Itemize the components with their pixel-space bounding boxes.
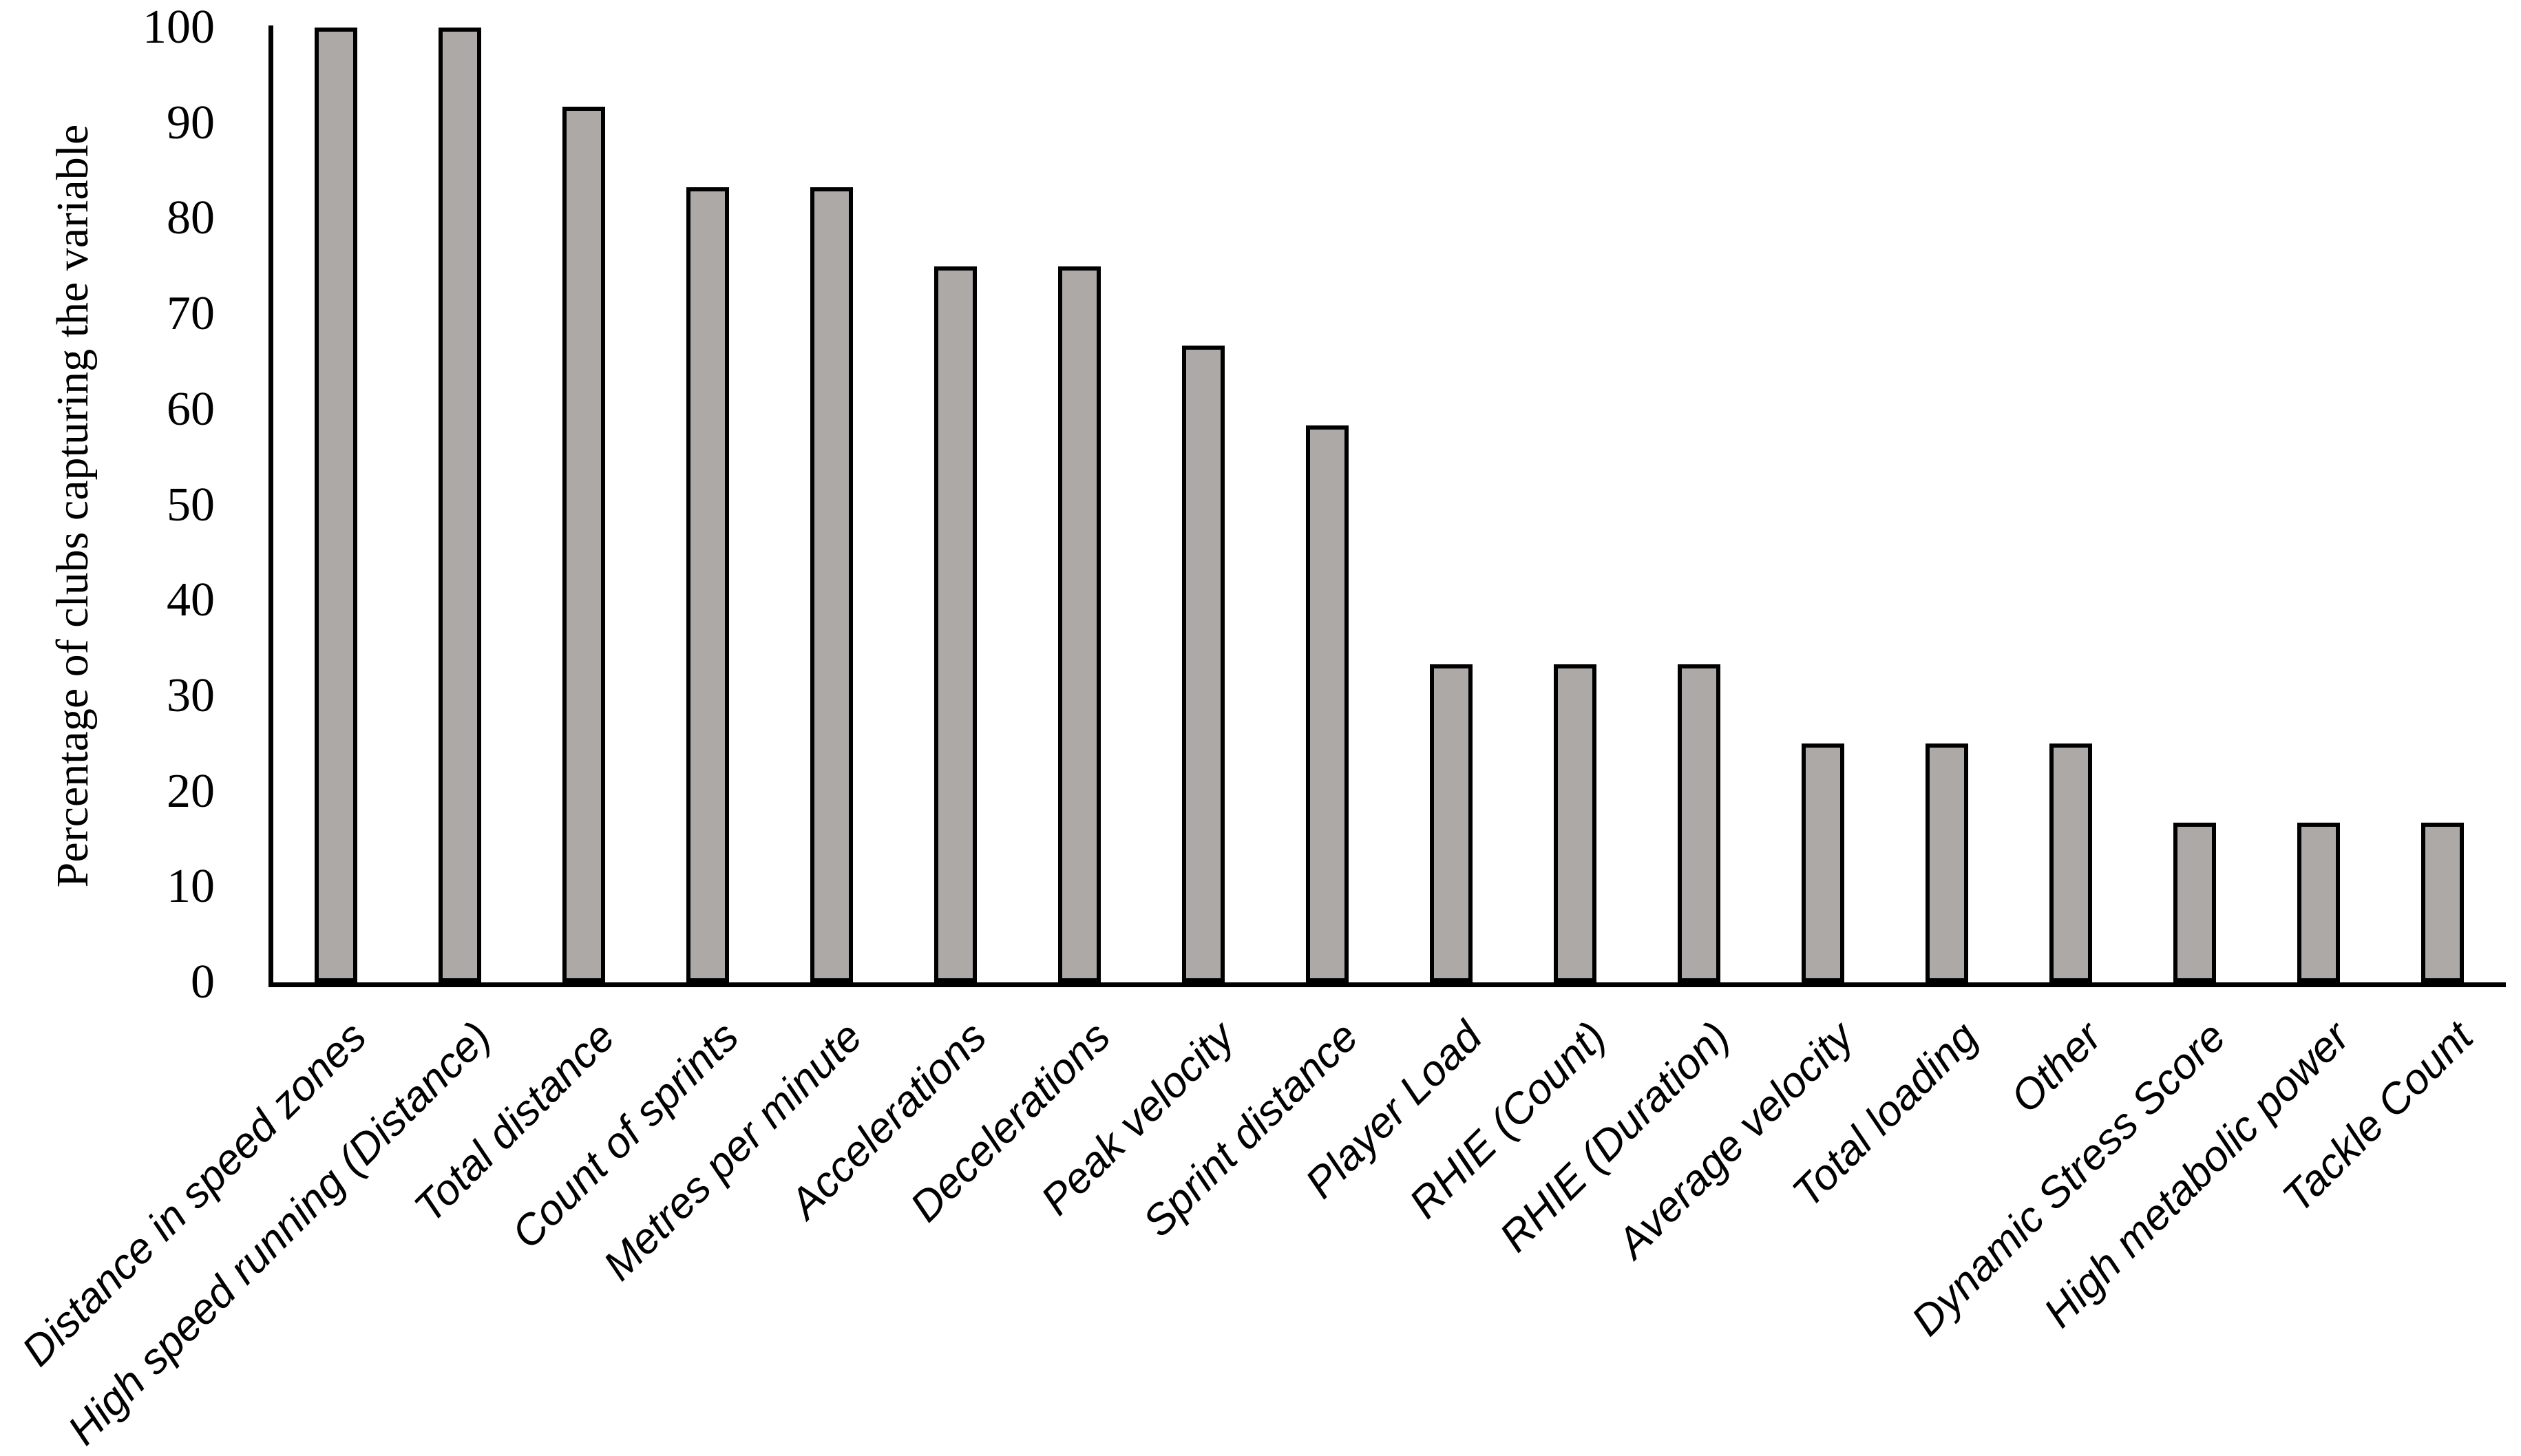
y-tick-label: 40 [167,573,215,627]
bar [1430,664,1473,982]
bar [1058,266,1101,982]
x-axis-category-label: Count of sprints [503,1013,748,1258]
y-axis-title: Percentage of clubs capturing the variab… [48,124,98,888]
y-tick-label: 10 [167,860,215,914]
bar [562,107,605,982]
bar [1554,664,1596,982]
x-axis-category-label: Sprint distance [1134,1013,1368,1247]
y-tick-label: 30 [167,668,215,722]
bar [2421,823,2464,982]
bar [1306,425,1349,982]
x-axis-category-label: Other [2001,1013,2111,1122]
y-tick-label: 60 [167,382,215,436]
bar [2297,823,2340,982]
y-axis-line [268,25,273,987]
bar [439,28,481,982]
y-tick-label: 70 [167,287,215,341]
bar [315,28,357,982]
bar [810,187,853,982]
y-tick-label: 80 [167,191,215,245]
bar [1678,664,1720,982]
y-tick-label: 20 [167,764,215,818]
bar [1182,346,1225,982]
x-axis-line [268,982,2506,987]
bar [1926,743,1968,982]
bar [686,187,729,982]
x-axis-category-label: RHIE (Duration) [1490,1013,1740,1261]
bar [2173,823,2216,982]
y-tick-label: 50 [167,478,215,531]
bar [2049,743,2092,982]
bar [934,266,977,982]
y-tick-label: 100 [143,1,215,54]
y-tick-label: 90 [167,96,215,149]
y-tick-label: 0 [191,956,215,1009]
bar [1802,743,1844,982]
